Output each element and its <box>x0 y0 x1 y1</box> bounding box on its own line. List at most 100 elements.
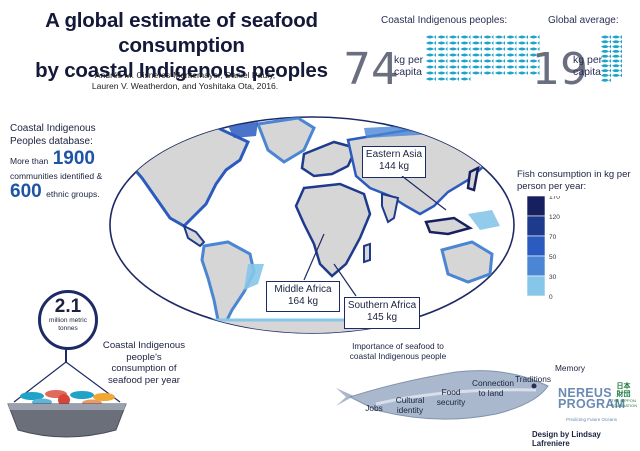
global-fish-icon <box>601 35 611 39</box>
coastal-fish-icon <box>495 65 505 69</box>
map-pacific-shelf <box>468 210 500 230</box>
global-fish-icon <box>601 73 611 78</box>
coastal-fish-icon <box>529 35 540 39</box>
nippon-logo-line-2: 財団 <box>616 391 631 398</box>
coastal-fish-icon <box>472 71 482 75</box>
consumption-caption: Coastal Indigenous people's consumption … <box>102 340 186 386</box>
coastal-fish-icon <box>495 35 505 39</box>
callout-eastern-asia-pointer <box>401 176 447 211</box>
global-unit: kg per capita <box>573 54 602 78</box>
coastal-fish-icon <box>449 77 459 81</box>
legend-tick-label: 170 <box>549 196 560 201</box>
coastal-fish-icon <box>518 53 528 57</box>
importance-title-line-1: Importance of seafood to <box>352 341 444 351</box>
importance-word-connection-to-land: Connection to land <box>472 378 514 398</box>
global-fish-icon <box>612 68 622 73</box>
callout-southern-africa-name: Southern Africa <box>347 300 417 311</box>
total-unit-line-1: million metric <box>49 317 87 324</box>
importance-title: Importance of seafood to coastal Indigen… <box>318 341 478 361</box>
map-central-america <box>182 224 206 248</box>
callout-southern-africa: Southern Africa 145 kg <box>344 297 420 329</box>
nippon-logo-line-1: 日本 <box>616 383 631 390</box>
legend-tick-label: 70 <box>549 234 557 241</box>
coastal-fish-icon <box>518 59 528 63</box>
coastal-fish-icon <box>506 65 517 69</box>
coastal-fish-icon <box>449 53 459 57</box>
coastal-label: Coastal Indigenous peoples: <box>381 15 508 26</box>
coastal-fish-icon <box>483 47 494 51</box>
coastal-fish-icon <box>426 65 436 69</box>
importance-word-cultural-identity: Cultural identity <box>395 395 425 415</box>
coastal-fish-icon <box>483 59 494 63</box>
global-fish-icon <box>612 35 622 39</box>
design-credit: Design by Lindsay Lafreniere <box>532 430 601 448</box>
coastal-fish-icon <box>506 71 517 75</box>
coastal-fish-icon <box>472 59 482 63</box>
legend-bin <box>526 255 546 277</box>
page-title: A global estimate of seafood consumption… <box>14 8 349 83</box>
callout-eastern-asia-name: Eastern Asia <box>365 149 423 160</box>
global-label: Global average: <box>548 15 619 26</box>
coastal-unit: kg per capita <box>394 54 423 78</box>
coastal-fish-icon <box>426 71 436 75</box>
legend-tick-label: 30 <box>549 274 557 281</box>
global-fish-icon <box>601 39 611 44</box>
legend-bin <box>526 215 546 237</box>
coastal-fish-icon <box>437 65 448 69</box>
coastal-fish-icon <box>426 53 436 57</box>
coastal-fish-icon <box>460 41 471 45</box>
map-india <box>381 192 400 224</box>
coastal-fish-icon <box>495 47 505 51</box>
coastal-fish-icon <box>449 47 459 51</box>
coastal-fish-icon <box>460 77 471 81</box>
coastal-fish-icon <box>437 35 448 39</box>
coastal-fish-icon <box>506 47 517 51</box>
coastal-fish-icon <box>449 41 459 45</box>
global-fish-icon <box>612 54 622 59</box>
coastal-fish-icon <box>437 47 448 51</box>
authors: Andrés M. Cisneros-Montemayor, Daniel Pa… <box>40 70 330 92</box>
coastal-unit-line-2: capita <box>394 66 423 78</box>
global-fish-icon <box>601 68 611 73</box>
coastal-fish-icon <box>483 71 494 75</box>
global-fish-icon <box>612 63 622 68</box>
coastal-fish-icon <box>518 35 528 39</box>
coastal-fish-icon <box>437 77 448 81</box>
coastal-fish-icon <box>483 53 494 57</box>
callout-southern-africa-pointer <box>333 263 357 297</box>
coastal-fish-icon <box>529 59 540 63</box>
coastal-fish-icon <box>437 41 448 45</box>
global-fish-icon <box>601 49 611 54</box>
coastal-fish-icon <box>472 35 482 39</box>
map-africa <box>294 182 372 278</box>
callout-middle-africa-name: Middle Africa <box>274 284 332 295</box>
global-fish-icon <box>612 49 622 54</box>
legend-title: Fish consumption in kg per person per ye… <box>517 169 631 192</box>
global-fish-icon <box>612 59 622 63</box>
callout-middle-africa-pointer <box>303 233 325 281</box>
database-communities-text: communities identified & <box>10 171 103 181</box>
legend-bin <box>526 196 546 217</box>
coastal-fish-icon <box>449 71 459 75</box>
coastal-fish-icon <box>529 65 540 69</box>
callout-middle-africa-value: 164 kg <box>287 296 319 307</box>
total-value: 2.1 <box>54 296 82 317</box>
coastal-fish-icon <box>518 71 528 75</box>
coastal-fish-icon <box>472 47 482 51</box>
map-madagascar <box>363 242 371 264</box>
coastal-unit-line-1: kg per <box>394 54 424 66</box>
map-south-america <box>200 240 256 329</box>
importance-word-food-security: Food security <box>436 387 466 407</box>
legend-bin <box>526 275 546 297</box>
nereus-logo-line-2: PROGRAM <box>558 397 626 411</box>
importance-word-jobs: Jobs <box>365 403 383 413</box>
nippon-logo-line-3: THE NIPPON <box>611 398 636 403</box>
global-unit-line-1: kg per <box>573 54 603 66</box>
legend-bin <box>526 235 546 257</box>
ethnic-groups-count: 600 <box>10 181 42 202</box>
legend-tick-label: 120 <box>549 214 560 221</box>
coastal-fish-icon <box>495 53 505 57</box>
legend-tick-label: 0 <box>549 294 553 301</box>
coastal-fish-icon <box>495 59 505 63</box>
legend-scale: 170 120 70 50 30 0 <box>526 196 560 301</box>
